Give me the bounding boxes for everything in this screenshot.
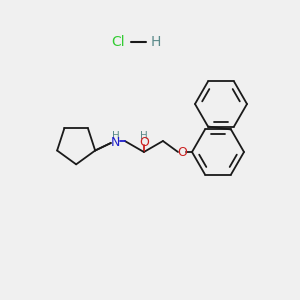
Text: H: H — [140, 131, 148, 141]
Text: O: O — [139, 136, 149, 149]
Text: N: N — [111, 136, 121, 149]
Text: H: H — [151, 35, 161, 49]
Text: O: O — [177, 146, 187, 158]
Text: H: H — [112, 131, 120, 141]
Text: Cl: Cl — [111, 35, 125, 49]
